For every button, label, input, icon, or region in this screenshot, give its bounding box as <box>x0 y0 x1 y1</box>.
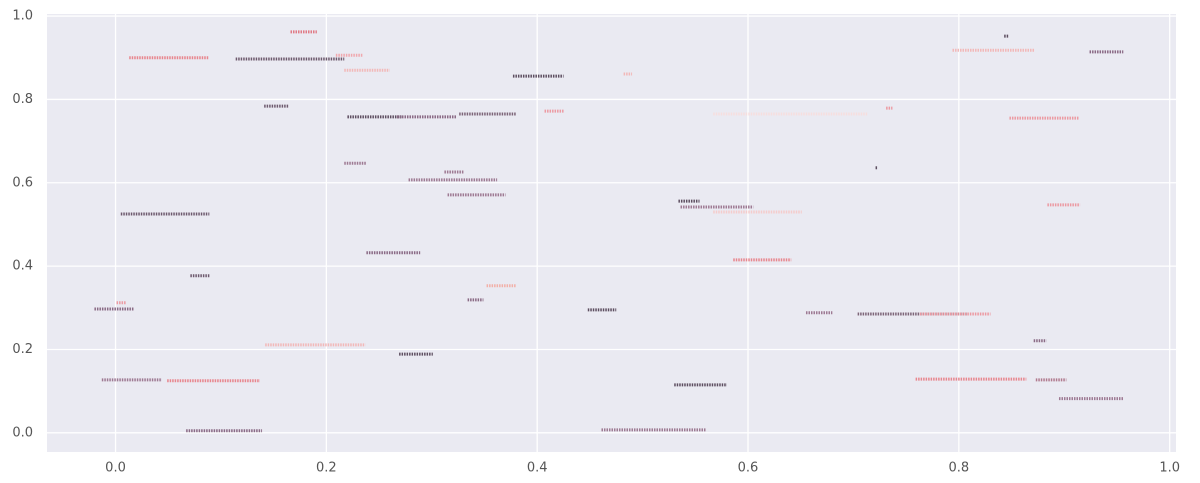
x-tick-label: 1.0 <box>1159 461 1180 476</box>
y-tick-label: 0.4 <box>12 259 33 274</box>
y-tick-label: 0.0 <box>12 425 33 440</box>
x-tick-label: 0.6 <box>738 461 759 476</box>
x-tick-label: 0.4 <box>527 461 548 476</box>
x-tick-label: 0.0 <box>105 461 126 476</box>
x-tick-label: 0.2 <box>316 461 337 476</box>
y-tick-label: 1.0 <box>12 9 33 24</box>
y-tick-label: 0.6 <box>12 175 33 190</box>
x-tick-label: 0.8 <box>949 461 970 476</box>
y-tick-label: 0.8 <box>12 92 33 107</box>
y-tick-label: 0.2 <box>12 342 33 357</box>
plot-area <box>47 14 1176 452</box>
